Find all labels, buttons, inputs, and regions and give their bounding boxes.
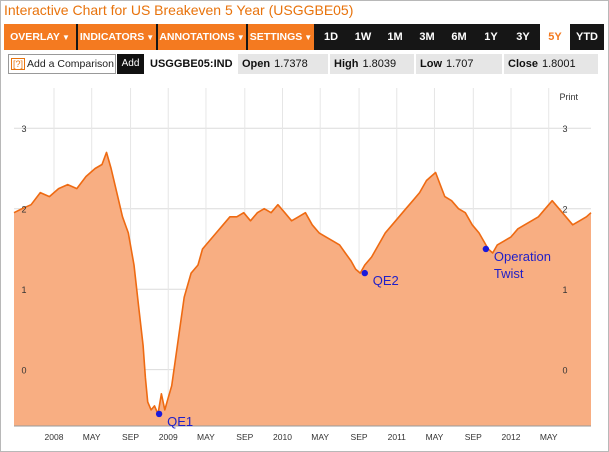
breakeven-chart: Print 0 0 1 1 2 2 3 3 2008 MAY SEP 2009 MAY SEP 2010 M… xyxy=(13,88,592,442)
range-3y-button[interactable]: 3Y xyxy=(516,31,530,43)
y-axis: 0 0 1 1 2 2 3 3 xyxy=(21,124,567,375)
range-1w-button[interactable]: 1W xyxy=(354,31,372,43)
range-ytd-button[interactable]: YTD xyxy=(576,31,598,43)
range-3m-button[interactable]: 3M xyxy=(419,31,435,43)
chevron-down-icon: ▼ xyxy=(304,33,313,42)
x-tick-label: 2012 xyxy=(502,432,521,442)
annotations-menu-label: ANNOTATIONS xyxy=(159,31,235,43)
high-value: 1.8039 xyxy=(362,58,397,70)
x-tick-label: MAY xyxy=(540,432,558,442)
low-label: Low xyxy=(420,58,442,70)
add-comparison-button[interactable]: Add xyxy=(117,54,144,74)
high-stat: High 1.8039 xyxy=(330,54,414,74)
y-tick-label-left: 0 xyxy=(21,366,26,376)
y-tick-label-right: 3 xyxy=(562,124,567,134)
chart-plot xyxy=(13,151,592,426)
x-tick-label: MAY xyxy=(83,432,101,442)
overlay-menu-label: OVERLAY xyxy=(10,31,60,43)
print-link[interactable]: Print xyxy=(559,92,578,102)
high-label: High xyxy=(334,58,359,70)
overlay-menu[interactable]: OVERLAY ▼ xyxy=(4,24,76,50)
annotation-marker xyxy=(482,245,490,253)
y-tick-label-right: 1 xyxy=(562,285,567,295)
y-tick-label-right: 2 xyxy=(562,205,567,215)
x-tick-label: SEP xyxy=(351,432,368,442)
comparison-input[interactable]: [?] Add a Comparison xyxy=(8,54,116,74)
x-tick-label: 2011 xyxy=(388,432,407,442)
range-5y-button[interactable]: 5Y xyxy=(540,24,570,50)
x-tick-label: 2008 xyxy=(45,432,64,442)
open-value: 1.7378 xyxy=(274,58,308,70)
low-value: 1.707 xyxy=(446,58,474,70)
annotation-marker xyxy=(361,269,368,277)
x-tick-label: SEP xyxy=(465,432,482,442)
ticker-symbol: USGGBE05:IND xyxy=(150,58,233,70)
close-stat: Close 1.8001 xyxy=(504,54,598,74)
y-tick-label-left: 1 xyxy=(21,285,26,295)
settings-menu[interactable]: SETTINGS ▼ xyxy=(248,24,314,50)
y-tick-label-left: 2 xyxy=(21,205,26,215)
open-label: Open xyxy=(242,58,271,70)
open-stat: Open 1.7378 xyxy=(238,54,328,74)
indicators-menu-label: INDICATORS xyxy=(79,31,145,43)
chevron-down-icon: ▼ xyxy=(236,33,245,42)
settings-menu-label: SETTINGS xyxy=(249,31,303,43)
annotation-label: QE2 xyxy=(373,273,399,288)
range-6m-button[interactable]: 6M xyxy=(451,31,467,43)
range-1m-button[interactable]: 1M xyxy=(387,31,403,43)
x-tick-label: MAY xyxy=(197,432,215,442)
info-bar: [?] Add a Comparison Add USGGBE05:IND Ope… xyxy=(4,54,604,74)
help-icon[interactable]: [?] xyxy=(11,58,26,70)
x-tick-label: 2009 xyxy=(159,432,178,442)
x-tick-label: SEP xyxy=(122,432,139,442)
range-1y-button[interactable]: 1Y xyxy=(484,31,498,43)
series-line xyxy=(13,151,592,415)
annotation-label: Operation xyxy=(494,249,551,264)
x-tick-label: 2010 xyxy=(273,432,292,442)
range-1d-button[interactable]: 1D xyxy=(323,31,339,43)
y-tick-label-left: 3 xyxy=(21,124,26,134)
x-tick-label: SEP xyxy=(236,432,253,442)
chevron-down-icon: ▼ xyxy=(61,33,70,42)
x-tick-label: MAY xyxy=(426,432,444,442)
chevron-down-icon: ▼ xyxy=(146,33,155,42)
low-stat: Low 1.707 xyxy=(416,54,502,74)
annotation-label: QE1 xyxy=(167,414,193,429)
page-title: Interactive Chart for US Breakeven 5 Yea… xyxy=(4,2,354,18)
indicators-menu[interactable]: INDICATORS ▼ xyxy=(78,24,156,50)
comparison-placeholder: Add a Comparison xyxy=(27,58,114,70)
annotation-marker xyxy=(155,410,163,418)
y-tick-label-right: 0 xyxy=(562,366,567,376)
series-area xyxy=(14,152,591,426)
close-label: Close xyxy=(508,58,538,70)
chart-toolbar: OVERLAY ▼ INDICATORS ▼ ANNOTATIONS ▼ SETTIN… xyxy=(4,24,604,50)
annotations: QE1 QE2 Operation Twist xyxy=(155,245,551,429)
annotation-label-line2: Twist xyxy=(494,266,524,281)
annotations-menu[interactable]: ANNOTATIONS ▼ xyxy=(158,24,246,50)
x-tick-label: MAY xyxy=(311,432,329,442)
close-value: 1.8001 xyxy=(541,58,576,70)
x-axis: 2008 MAY SEP 2009 MAY SEP 2010 MAY SEP 2011 MAY SEP… xyxy=(14,425,591,442)
